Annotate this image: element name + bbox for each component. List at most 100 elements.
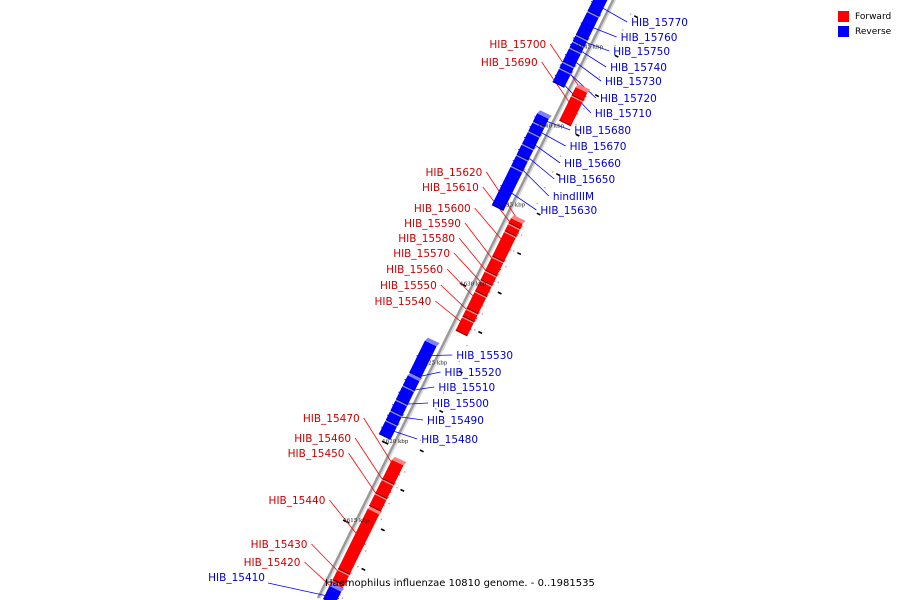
minor-tick bbox=[419, 439, 422, 442]
gene-body bbox=[533, 113, 549, 127]
gene-label-hib_15520: HIB_15520 bbox=[445, 367, 502, 379]
gene-top-face bbox=[511, 215, 526, 224]
minor-tick bbox=[388, 502, 390, 505]
gene-edge bbox=[516, 153, 529, 161]
gene-label-hindiiim: hindIIIM bbox=[553, 191, 594, 203]
gene-label-hib_15740: HIB_15740 bbox=[610, 62, 667, 74]
left-tick bbox=[555, 172, 561, 177]
gene-label-hib_15650: HIB_15650 bbox=[558, 174, 615, 186]
gene-edge bbox=[474, 290, 488, 297]
legend-swatch-forward bbox=[838, 11, 849, 22]
gene-body bbox=[386, 411, 402, 426]
gene-edge bbox=[375, 492, 388, 500]
gene-label-hib_15430: HIB_15430 bbox=[251, 539, 308, 551]
gene-label-hib_15730: HIB_15730 bbox=[605, 76, 662, 88]
gene-edge bbox=[528, 130, 541, 137]
genome-caption: Haemophilus influenzae 10810 genome. - 0… bbox=[325, 578, 595, 589]
backbone-line bbox=[316, 0, 615, 599]
left-tick bbox=[614, 54, 619, 58]
legend-row-forward: Forward bbox=[838, 9, 891, 24]
gene-edge bbox=[382, 478, 395, 485]
gene-label-hib_15720: HIB_15720 bbox=[600, 93, 657, 105]
gene-body bbox=[409, 340, 437, 378]
gene-hib_15620 bbox=[508, 215, 526, 230]
gene-body bbox=[508, 218, 523, 229]
legend-label-reverse: Reverse bbox=[855, 26, 892, 37]
gene-label-hib_15680: HIB_15680 bbox=[574, 125, 631, 137]
gene-edge bbox=[466, 307, 479, 315]
gene-label-hib_15500: HIB_15500 bbox=[432, 398, 489, 410]
gene-edge bbox=[491, 204, 504, 211]
tick-label-layer: 1615 kbp 1620 kbp 1625 kbp 1630 kbp 1635 kbp… bbox=[343, 44, 603, 524]
gene-label-hib_15480: HIB_15480 bbox=[421, 434, 478, 446]
gene-edge bbox=[492, 255, 505, 263]
gene-edge bbox=[559, 119, 572, 127]
gene-label-hib_15750: HIB_15750 bbox=[613, 46, 670, 58]
major-tick bbox=[381, 440, 389, 445]
tick-label: 1635 kbp bbox=[499, 202, 526, 208]
gene-label-hib_15600: HIB_15600 bbox=[414, 203, 471, 215]
tick-label: 1615 kbp bbox=[343, 518, 370, 524]
gene-body bbox=[576, 12, 599, 40]
gene-label-hib_15540: HIB_15540 bbox=[374, 296, 431, 308]
minor-tick bbox=[364, 550, 367, 552]
minor-tick bbox=[474, 329, 476, 331]
gene-hib_15520 bbox=[402, 372, 423, 391]
minor-tick bbox=[629, 13, 632, 15]
gene-body bbox=[375, 480, 394, 499]
minor-tick bbox=[380, 518, 383, 521]
gene-edge bbox=[337, 568, 350, 575]
gene-body bbox=[338, 508, 380, 575]
minor-tick bbox=[427, 423, 429, 426]
gene-top-face bbox=[391, 456, 407, 466]
gene-label-hib_15420: HIB_15420 bbox=[244, 557, 301, 569]
gene-body bbox=[522, 132, 540, 149]
minor-tick bbox=[357, 565, 359, 568]
gene-body bbox=[485, 257, 504, 276]
gene-label-hib_15760: HIB_15760 bbox=[621, 32, 678, 44]
gene-top-face bbox=[367, 505, 383, 515]
gene-edge bbox=[571, 94, 584, 102]
gene-body bbox=[504, 224, 520, 237]
minor-tick bbox=[512, 250, 515, 252]
gene-edge bbox=[508, 222, 521, 230]
gene-label-hib_15560: HIB_15560 bbox=[386, 264, 443, 276]
gene-label-hib_15450: HIB_15450 bbox=[288, 448, 345, 460]
gene-body bbox=[569, 42, 584, 53]
left-tick bbox=[575, 133, 580, 137]
gene-body bbox=[491, 166, 523, 211]
left-tick bbox=[536, 212, 541, 216]
gene-hib_15440 bbox=[337, 505, 383, 575]
gene-body bbox=[323, 586, 342, 600]
gene-edge bbox=[390, 409, 403, 417]
gene-label-hib_15570: HIB_15570 bbox=[393, 248, 450, 260]
gene-body bbox=[559, 96, 583, 126]
gene-hib_15530 bbox=[409, 337, 440, 379]
gene-body bbox=[396, 386, 414, 405]
tick-label: 1620 kbp bbox=[382, 439, 409, 445]
gene-label-hib_15710: HIB_15710 bbox=[595, 108, 652, 120]
gene-hib_15770 bbox=[587, 0, 608, 17]
legend-label-forward: Forward bbox=[855, 11, 892, 22]
gene-body bbox=[528, 122, 545, 137]
strand-legend: Forward Reverse bbox=[838, 9, 891, 39]
gene-body bbox=[559, 62, 574, 74]
gene-label-hib_15610: HIB_15610 bbox=[422, 182, 479, 194]
minor-tick bbox=[583, 107, 585, 110]
gene-top-face bbox=[537, 110, 552, 119]
left-tick bbox=[517, 251, 522, 256]
gene-hib_15680 bbox=[532, 110, 552, 128]
label-leader-layer bbox=[267, 1, 628, 599]
minor-tick bbox=[559, 155, 562, 157]
gene-body bbox=[571, 87, 588, 101]
gene-edge bbox=[395, 398, 408, 406]
left-tick bbox=[439, 409, 444, 414]
gene-label-hib_15620: HIB_15620 bbox=[426, 167, 483, 179]
left-tick bbox=[361, 567, 366, 571]
gene-label-hib_15690: HIB_15690 bbox=[481, 57, 538, 69]
tick-label: 1630 kbp bbox=[460, 281, 487, 287]
gene-edge bbox=[378, 433, 391, 440]
legend-row-reverse: Reverse bbox=[838, 24, 891, 39]
left-tick bbox=[380, 528, 385, 532]
gene-label-hib_15460: HIB_15460 bbox=[294, 433, 351, 445]
